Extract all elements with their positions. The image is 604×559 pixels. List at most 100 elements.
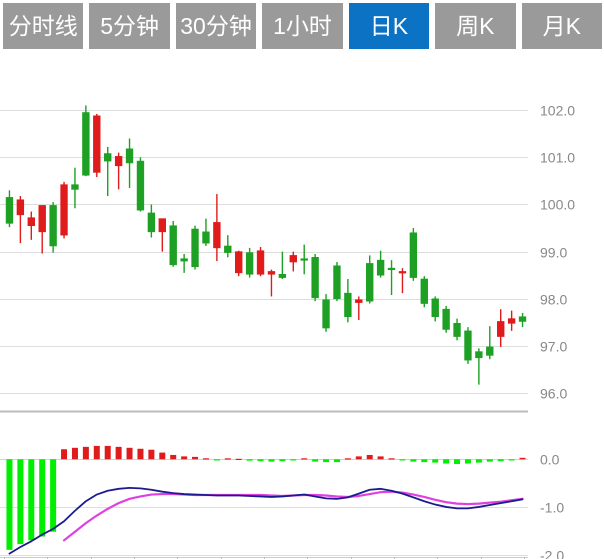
candle-body <box>355 299 363 303</box>
candle-body <box>278 273 287 278</box>
candle-body <box>267 271 276 275</box>
macd-histogram-bar <box>82 446 89 460</box>
candle-body <box>60 184 68 236</box>
candle-body <box>518 316 527 322</box>
macd-histogram-bar <box>170 454 177 460</box>
macd-histogram-bar <box>377 456 384 460</box>
candle-body <box>125 148 134 164</box>
macd-histogram-bar <box>202 458 209 460</box>
candle-body <box>180 258 188 262</box>
candle-body <box>420 278 428 304</box>
candle-body <box>5 197 14 224</box>
chart-canvas-area[interactable]: 102.0 101.0 100.0 99.0 98.0 97.0 96.0 0.0 -1.0 -… <box>0 56 604 559</box>
candle-body <box>409 232 418 278</box>
candle-body <box>93 115 101 173</box>
candle-body <box>245 252 254 275</box>
candle-body <box>376 259 385 276</box>
candle-body <box>322 299 330 329</box>
macd-histogram-bar <box>312 459 319 462</box>
price-axis-tick-label: 97.0 <box>540 339 567 355</box>
macd-histogram-bar <box>50 459 57 532</box>
candle-body <box>158 218 166 233</box>
macd-histogram-bar <box>28 459 35 541</box>
macd-histogram-bar <box>323 459 330 463</box>
macd-histogram-bar <box>192 456 199 460</box>
macd-histogram-bar <box>443 459 450 464</box>
price-axis-tick-label: 98.0 <box>540 292 567 308</box>
candle-body <box>442 308 450 330</box>
candle-body <box>202 231 210 244</box>
macd-histogram-bar <box>290 459 297 461</box>
candle-body <box>333 265 341 300</box>
candle-body <box>27 217 35 227</box>
candlestick-series <box>5 105 527 385</box>
macd-histogram-bar <box>115 446 122 460</box>
x-axis-ticks <box>0 557 528 559</box>
macd-histogram-bar <box>464 459 471 464</box>
macd-histogram-bar <box>104 445 111 460</box>
candle-body <box>49 205 57 247</box>
price-axis-tick-label: 101.0 <box>540 150 575 166</box>
tab-30min[interactable]: 30分钟 <box>175 3 257 49</box>
macd-histogram-bar <box>61 449 68 460</box>
candle-body <box>147 212 156 233</box>
candle-body <box>38 205 46 233</box>
macd-histogram-bar <box>421 459 428 463</box>
tab-month-k[interactable]: 月K <box>521 3 602 49</box>
candle-body <box>169 225 177 266</box>
macd-histogram-bar <box>148 449 155 460</box>
macd-histogram-bar <box>475 459 482 463</box>
macd-histogram-bar <box>497 459 504 462</box>
macd-axis-tick-label: -1.0 <box>540 500 564 516</box>
candle-body <box>497 321 505 337</box>
tab-timeline[interactable]: 分时线 <box>3 3 84 49</box>
macd-histogram-bar <box>268 459 275 462</box>
macd-axis-labels: 0.0 -1.0 -2.0 <box>540 452 564 559</box>
candle-body <box>387 267 396 271</box>
period-tab-bar: 分时线 5分钟 30分钟 1小时 日K 周K 月K <box>0 0 604 56</box>
macd-histogram-bar <box>454 459 461 465</box>
candle-body <box>398 271 407 274</box>
tab-day-k[interactable]: 日K <box>348 3 430 49</box>
macd-histogram-bar <box>71 447 78 460</box>
tab-week-k[interactable]: 周K <box>435 3 516 49</box>
candle-body <box>453 323 461 337</box>
candle-body <box>475 351 483 359</box>
candle-body <box>71 184 79 190</box>
macd-histogram-bar <box>486 459 493 462</box>
candle-body <box>464 330 472 361</box>
candle-body <box>256 250 265 275</box>
macd-histogram-bar <box>246 459 253 461</box>
tab-5min[interactable]: 5分钟 <box>89 3 170 49</box>
macd-histogram-bar <box>388 458 395 460</box>
candle-body <box>366 263 374 302</box>
candle-body <box>300 258 308 261</box>
macd-dif-dea-lines <box>8 486 524 555</box>
candle-body <box>289 255 297 263</box>
macd-histogram-bar <box>399 459 406 461</box>
tab-1hour[interactable]: 1小时 <box>262 3 343 49</box>
macd-histogram-bar <box>344 458 351 460</box>
price-axis-labels: 102.0 101.0 100.0 99.0 98.0 97.0 96.0 <box>540 103 575 402</box>
candle-body <box>191 228 199 268</box>
price-axis-tick-label: 99.0 <box>540 245 567 261</box>
macd-histogram-bar <box>224 458 231 460</box>
candle-body <box>114 156 123 167</box>
candle-body <box>311 257 319 299</box>
candle-body <box>16 199 25 216</box>
macd-histogram-bar <box>181 456 188 460</box>
macd-histogram-bar <box>366 454 373 460</box>
macd-line <box>8 486 524 555</box>
macd-histogram-bar <box>519 457 526 460</box>
macd-axis-tick-label: -2.0 <box>540 548 564 559</box>
macd-histogram-bar <box>137 448 144 460</box>
macd-histogram-bar <box>17 459 24 545</box>
macd-histogram-bar <box>6 459 13 550</box>
price-axis-tick-label: 100.0 <box>540 197 575 213</box>
candle-body <box>507 318 516 324</box>
macd-histogram-bar <box>235 458 242 460</box>
macd-histogram-bar <box>355 456 362 460</box>
macd-histogram-bar <box>432 459 439 463</box>
candle-body <box>104 153 112 162</box>
macd-histogram-bar <box>213 459 220 461</box>
